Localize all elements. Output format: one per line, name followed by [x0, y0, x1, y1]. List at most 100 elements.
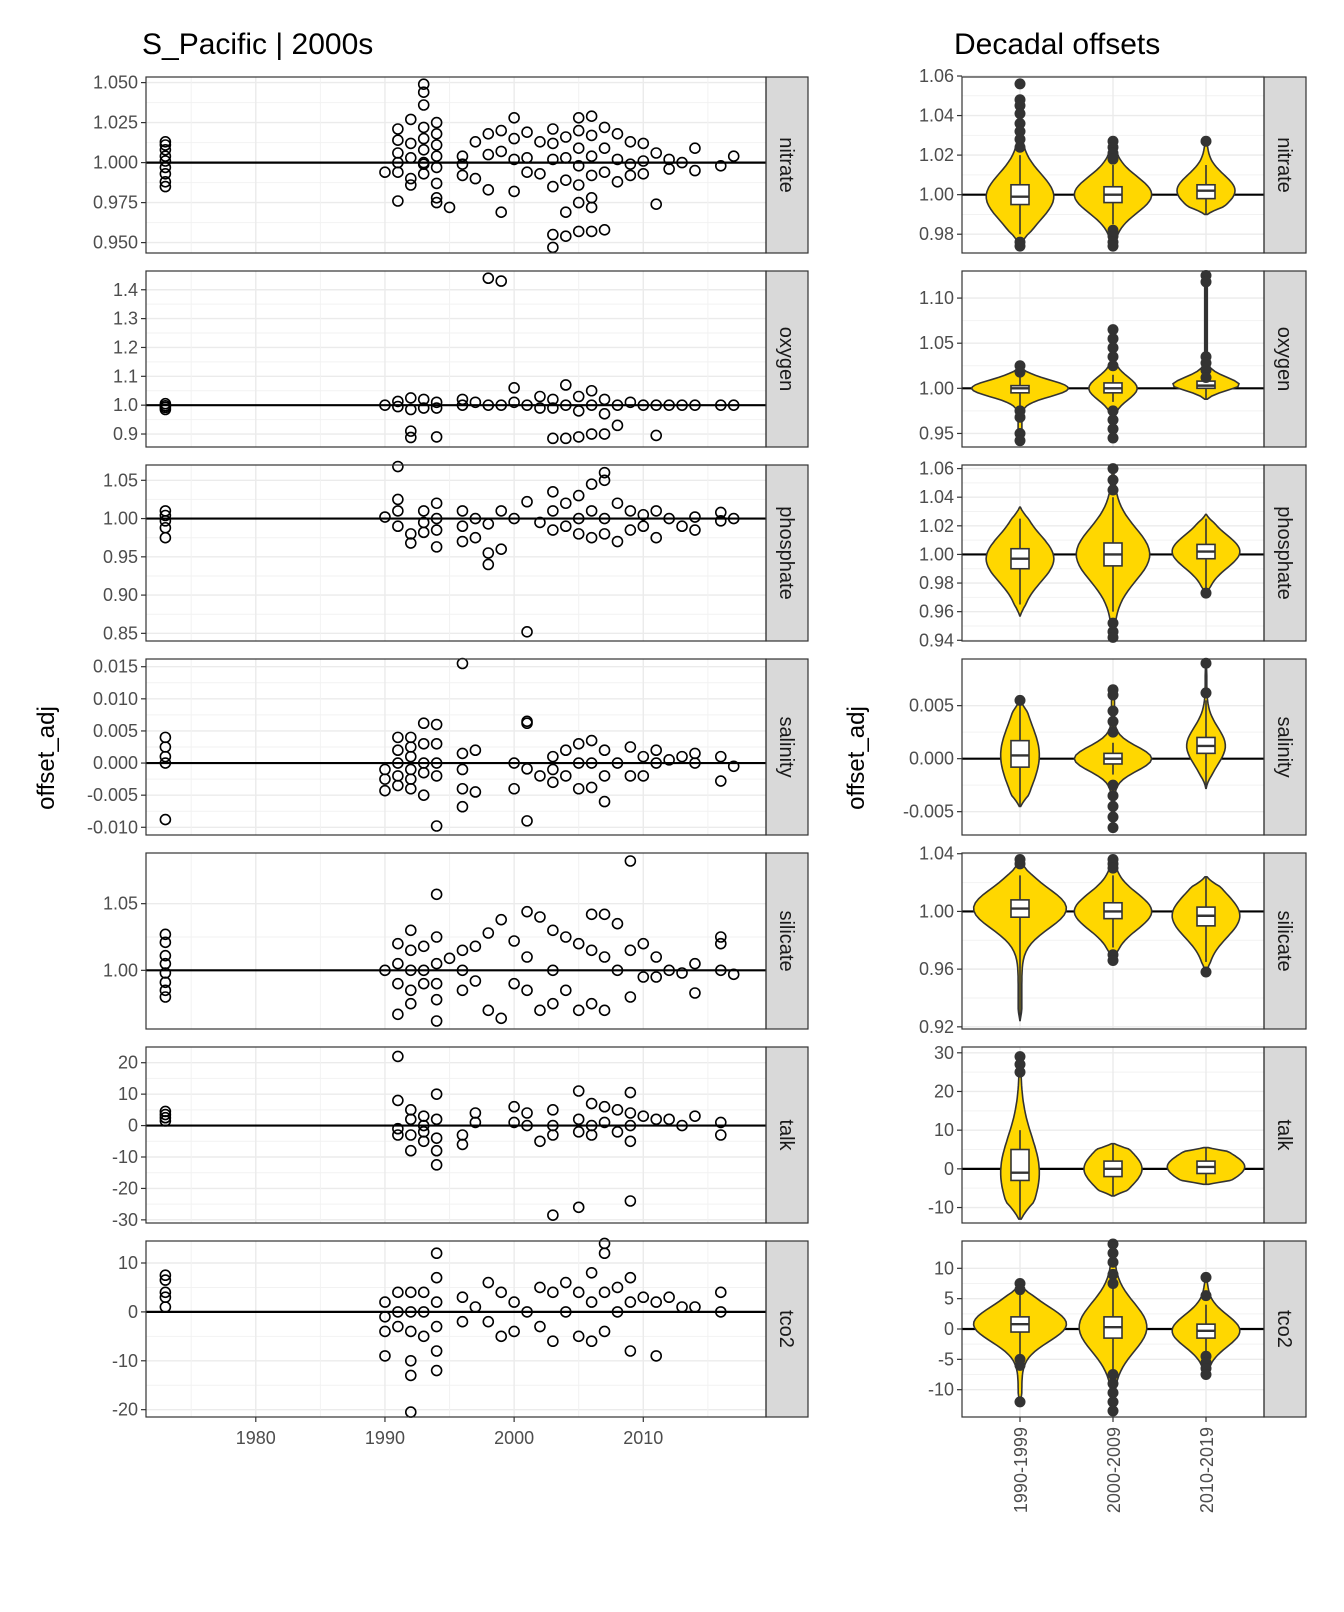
outlier-point [1107, 484, 1119, 496]
data-point [392, 195, 404, 207]
data-point [624, 770, 637, 782]
y-tick-label: -0.005 [903, 802, 954, 822]
data-point [611, 1126, 624, 1138]
data-point [417, 1135, 430, 1148]
data-point [417, 1119, 430, 1132]
data-point [598, 142, 611, 154]
data-point [430, 161, 443, 174]
data-point [547, 241, 559, 254]
y-tick-label: 0 [128, 1116, 138, 1136]
data-point [534, 516, 546, 529]
data-point [624, 944, 637, 957]
outlier-point [1200, 372, 1212, 384]
data-point [572, 757, 585, 769]
data-point [534, 1281, 546, 1294]
y-tick-label: 1.04 [919, 106, 954, 126]
outlier-point [1014, 1058, 1026, 1070]
data-point [676, 1301, 688, 1313]
data-point [417, 766, 430, 779]
outlier-point [1200, 966, 1212, 978]
data-point [417, 132, 430, 145]
y-tick-label: 1.2 [113, 337, 138, 357]
x-tick-label: 2010-2019 [1197, 1427, 1217, 1513]
facet-strip [765, 76, 809, 254]
data-point [159, 984, 172, 997]
y-tick-label: 1.00 [919, 185, 954, 205]
data-point [521, 905, 533, 918]
data-point [456, 747, 469, 760]
y-tick-label: 1.00 [919, 901, 954, 921]
data-point [456, 763, 469, 776]
outlier-point [1107, 414, 1119, 426]
facet-strip [1263, 464, 1307, 642]
data-point [159, 976, 172, 989]
data-point [417, 964, 430, 977]
data-point [663, 163, 675, 175]
y-tick-label: -10 [112, 1147, 138, 1167]
scatter-facets: 0.9500.9751.0001.0251.050nitrate0.91.01.… [87, 73, 809, 1448]
data-point [159, 1301, 172, 1313]
data-point [585, 1335, 598, 1348]
data-point [585, 169, 598, 182]
data-point [650, 757, 663, 769]
data-point [572, 737, 585, 750]
scatter-panel-salinity: -0.010 -0.005 0.000 0.005 0.010 0.015 salinity [87, 657, 809, 837]
box-iqr [1010, 1148, 1030, 1182]
data-point [521, 166, 533, 178]
data-point [417, 1286, 430, 1299]
data-point [159, 176, 172, 188]
data-point [456, 1315, 469, 1328]
data-point [469, 940, 482, 953]
data-point [159, 1274, 172, 1286]
data-point [469, 396, 482, 409]
data-point [624, 396, 637, 409]
violin-panel-tco2: -10 -5 0 5 10 tco2 [928, 1238, 1307, 1418]
data-point [598, 1100, 611, 1113]
data-point [495, 1330, 508, 1343]
violin-panel-phosphate: 0.94 0.96 0.98 1.00 1.02 1.04 1.06 phosphate [919, 459, 1307, 650]
outlier-point [1014, 1066, 1026, 1078]
data-point [585, 1097, 598, 1110]
data-point [482, 184, 495, 196]
y-tick-label: 0.010 [93, 689, 138, 709]
data-point [417, 789, 430, 801]
data-point [650, 429, 663, 442]
data-point [598, 1286, 611, 1299]
data-point [430, 957, 443, 970]
data-point [404, 1354, 417, 1367]
data-point [159, 180, 172, 193]
data-point [663, 754, 675, 766]
data-point [482, 272, 495, 285]
y-tick-label: 1.0 [113, 395, 138, 415]
data-point [482, 547, 495, 559]
data-point [159, 515, 172, 527]
panel-background [146, 77, 766, 253]
y-tick-label: 10 [934, 1120, 954, 1140]
data-point [392, 520, 404, 533]
data-point [547, 180, 559, 193]
data-point [598, 1116, 611, 1129]
data-point [508, 1325, 520, 1338]
y-tick-label: 0.000 [93, 753, 138, 773]
data-point [482, 927, 495, 939]
data-point [417, 78, 430, 90]
data-point [508, 153, 520, 166]
data-point [404, 172, 417, 185]
data-point [572, 937, 585, 950]
data-point [404, 944, 417, 957]
scatter-panel-silicate: 1.00 1.05 silicate [103, 852, 809, 1030]
data-point [404, 425, 417, 437]
data-point [572, 1113, 585, 1126]
y-tick-label: -5 [938, 1349, 954, 1369]
outlier-point [1107, 1277, 1119, 1289]
data-point [585, 201, 598, 214]
data-point [572, 1286, 585, 1299]
data-point [559, 131, 572, 143]
data-point [430, 541, 443, 553]
data-point [611, 419, 624, 432]
data-point [559, 931, 572, 943]
outlier-point [1107, 1405, 1119, 1417]
outlier-point [1014, 435, 1026, 447]
data-point [430, 396, 443, 409]
data-point [469, 512, 482, 525]
